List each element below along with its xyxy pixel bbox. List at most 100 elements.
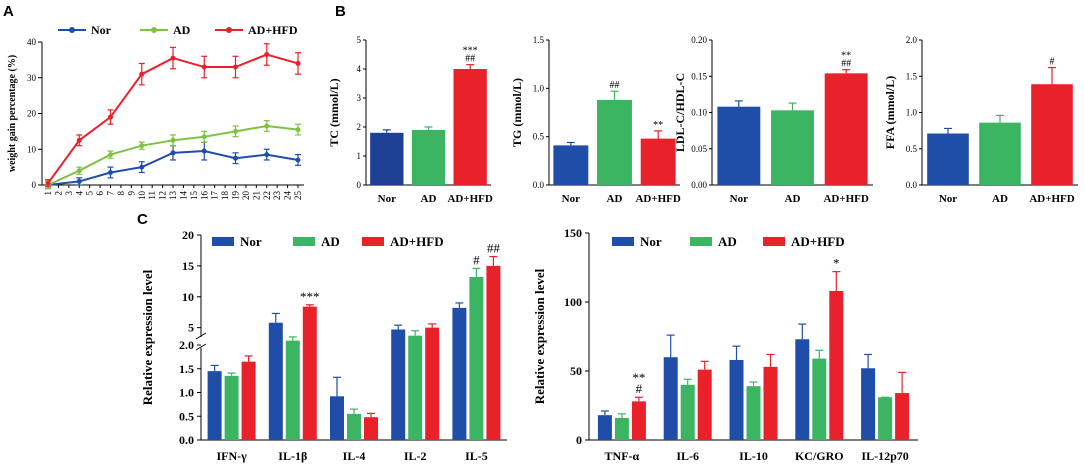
a-data-point xyxy=(295,127,301,133)
a-x-tick-label: 18 xyxy=(220,191,230,201)
B1-bar-Nor xyxy=(370,132,404,185)
c2-bar-AD xyxy=(614,417,629,440)
c2-legend-swatch xyxy=(690,237,712,246)
c2-bar-AD+HFD xyxy=(763,366,778,440)
a-x-tick-label: 4 xyxy=(74,191,84,196)
a-data-point xyxy=(201,64,207,70)
a-x-tick-label: 5 xyxy=(85,191,95,196)
a-data-point xyxy=(264,123,270,129)
a-x-tick-label: 16 xyxy=(199,191,209,201)
c2-x-category-label: TNF-α xyxy=(605,449,640,463)
B2-bar-AD+HFD xyxy=(640,138,676,185)
a-x-tick-label: 20 xyxy=(241,191,251,201)
a-y-tick-label: 10 xyxy=(27,144,37,154)
B4-y-tick-label: 0.5 xyxy=(906,144,918,154)
c1-bar-Nor xyxy=(268,322,283,440)
c2-bar-Nor xyxy=(597,415,612,440)
B2-x-category-label: AD xyxy=(607,193,623,205)
c2-significance-mark: * xyxy=(833,256,840,271)
B1-significance-mark: ## xyxy=(465,54,475,65)
c2-y-axis-label: Relative expression level xyxy=(532,268,547,404)
B2-bar-AD xyxy=(597,99,632,185)
a-x-tick-label: 6 xyxy=(95,191,105,196)
a-x-tick-label: 8 xyxy=(116,191,126,196)
c1-significance-mark: ## xyxy=(487,241,501,256)
c1-bar-AD+HFD xyxy=(486,265,501,440)
c2-x-category-label: IL-6 xyxy=(676,449,699,463)
c2-bar-AD xyxy=(812,358,827,440)
c2-x-category-label: IL-12p70 xyxy=(861,449,908,463)
a-x-tick-label: 22 xyxy=(262,191,272,200)
a-data-point xyxy=(76,178,82,184)
c2-legend-label: AD xyxy=(718,234,737,249)
c1-x-category-label: IL-5 xyxy=(465,449,488,463)
a-data-point xyxy=(108,169,113,175)
a-data-point xyxy=(233,155,238,161)
B1-x-category-label: AD+HFD xyxy=(447,193,492,205)
c1-y-tick-label: 20 xyxy=(182,228,194,242)
B2-significance-mark: ** xyxy=(653,120,663,131)
B1-y-tick-label: 1 xyxy=(357,151,362,161)
B2-y-axis-label: TG (mmol/L) xyxy=(510,78,524,147)
a-y-tick-label: 30 xyxy=(27,73,37,83)
B4-y-tick-label: 0.0 xyxy=(906,180,918,190)
B2-y-tick-label: 1.5 xyxy=(533,35,545,45)
a-data-point xyxy=(139,164,145,170)
c1-x-category-label: IFN-γ xyxy=(216,449,247,463)
a-data-point xyxy=(76,168,82,174)
a-x-tick-label: 7 xyxy=(106,191,116,196)
B1-bar-AD xyxy=(411,129,446,185)
a-x-tick-label: 21 xyxy=(251,191,261,200)
a-series-line-AD+HFD xyxy=(47,53,299,184)
B3-x-category-label: AD+HFD xyxy=(823,193,868,205)
a-data-point xyxy=(233,64,238,70)
c1-y-tick-label: 1.0 xyxy=(179,386,194,400)
B2-x-category-label: Nor xyxy=(562,193,580,205)
a-x-tick-label: 11 xyxy=(147,191,157,200)
B1-x-category-label: Nor xyxy=(378,193,396,205)
a-data-point xyxy=(170,55,176,61)
B1-y-tick-label: 0 xyxy=(357,180,362,190)
c2-significance-mark: ** xyxy=(632,370,645,385)
B4-y-tick-label: 1.0 xyxy=(906,108,918,118)
B2-y-tick-label: 0.5 xyxy=(533,132,545,142)
a-data-point xyxy=(170,137,176,143)
a-data-point xyxy=(264,152,270,158)
B3-y-tick-label: 0.10 xyxy=(691,108,707,118)
a-x-tick-label: 1 xyxy=(43,191,53,196)
B1-y-tick-label: 3 xyxy=(357,93,362,103)
c1-y-tick-label: 15 xyxy=(182,259,194,273)
a-x-tick-label: 3 xyxy=(64,191,74,196)
B3-bar-Nor xyxy=(717,106,761,185)
c2-legend-label: AD+HFD xyxy=(791,234,845,249)
a-data-point xyxy=(139,71,145,77)
c1-y-tick-label: 2.0 xyxy=(179,338,194,352)
c1-bar-AD xyxy=(347,413,361,440)
c2-bar-AD+HFD xyxy=(895,393,910,440)
c1-bar-Nor xyxy=(330,396,344,440)
c2-bar-Nor xyxy=(795,339,810,440)
c1-x-category-label: IL-1β xyxy=(278,449,307,463)
a-data-point xyxy=(170,150,176,156)
c1-legend-swatch xyxy=(212,237,234,246)
c2-y-tick-label: 50 xyxy=(570,364,582,378)
a-data-point xyxy=(108,152,113,158)
B1-y-tick-label: 5 xyxy=(357,35,362,45)
B4-x-category-label: AD xyxy=(992,193,1008,205)
c1-legend-label: AD+HFD xyxy=(390,234,444,249)
c2-bar-AD xyxy=(680,384,695,440)
a-data-point xyxy=(108,114,113,120)
B4-y-tick-label: 2.0 xyxy=(906,35,918,45)
B1-bar-AD+HFD xyxy=(453,69,487,185)
c1-x-category-label: IL-2 xyxy=(404,449,427,463)
c1-axis-break-mark xyxy=(195,343,207,351)
c1-legend-swatch xyxy=(362,237,384,246)
B3-x-category-label: Nor xyxy=(730,193,748,205)
B2-y-tick-label: 1.0 xyxy=(533,83,545,93)
c1-bar-Nor xyxy=(207,371,222,440)
c1-y-tick-label: 5 xyxy=(188,321,194,335)
c1-axis-break-mark xyxy=(195,332,207,340)
a-data-point xyxy=(76,137,82,143)
